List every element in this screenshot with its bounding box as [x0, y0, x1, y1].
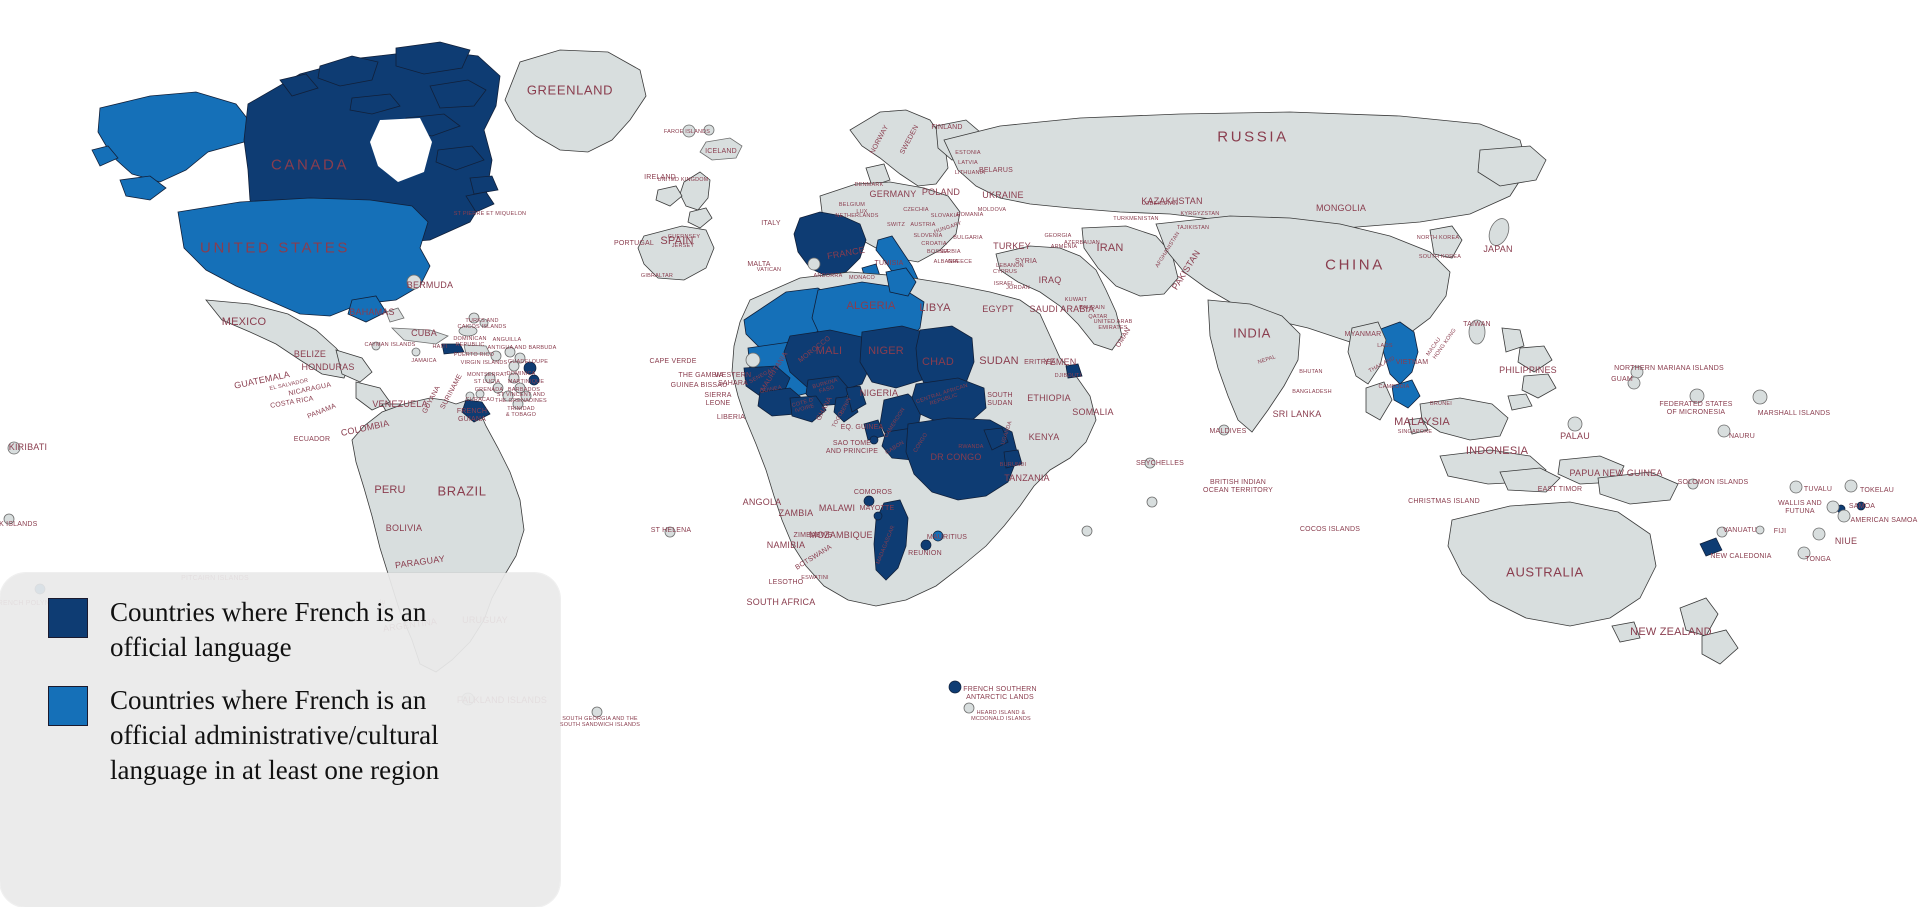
map-legend: Countries where French is an official la…	[0, 573, 560, 907]
legend-item-administrative: Countries where French is an official ad…	[48, 683, 468, 788]
legend-label-administrative: Countries where French is an official ad…	[110, 685, 440, 786]
legend-label-official: Countries where French is an official la…	[110, 597, 427, 663]
legend-swatch-administrative	[48, 686, 88, 726]
legend-item-official: Countries where French is an official la…	[48, 595, 468, 665]
legend-swatch-official	[48, 598, 88, 638]
